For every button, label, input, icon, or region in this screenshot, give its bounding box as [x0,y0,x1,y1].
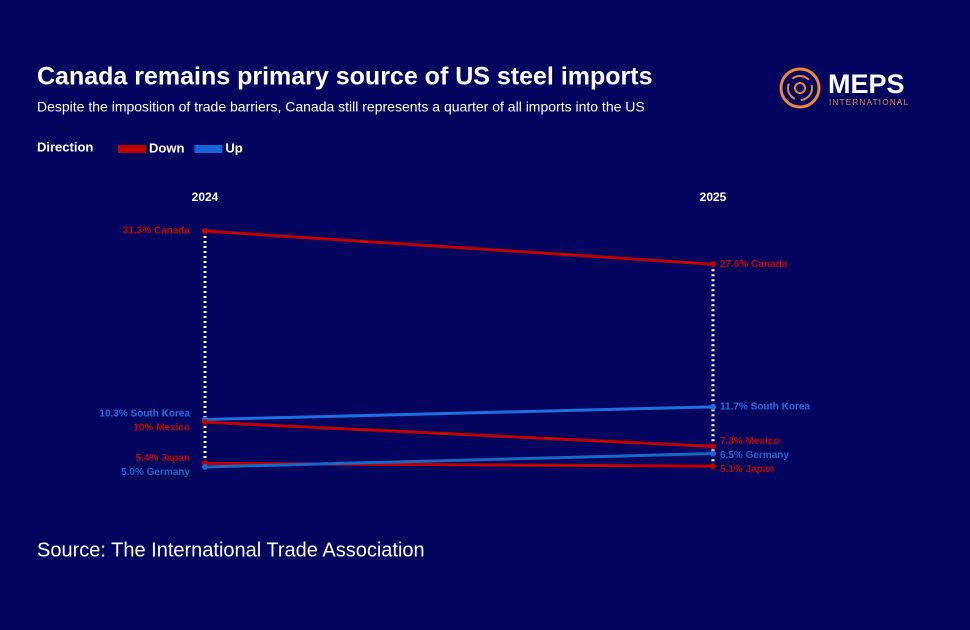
legend-swatch [118,145,146,153]
value-label: 7.3% Mexico [720,436,779,447]
legend-swatch [194,145,223,153]
value-label: 27.6% Canada [720,259,788,270]
value-label: 10% Mexico [133,422,190,433]
logo-ring [779,67,821,109]
source: Source: The International Trade Associat… [37,539,425,561]
slope-line [204,229,714,266]
logo-core [794,82,806,94]
value-label: 10.3% South Korea [99,408,190,419]
value-label: 5.1% Japan [720,464,774,475]
logo-ring-inner [787,75,813,101]
point [710,450,716,457]
point [710,443,716,450]
point [710,463,716,470]
value-label: 5.0% Germany [121,467,190,478]
legend-label: Down [149,140,184,155]
point [202,228,208,234]
point [710,261,716,268]
value-label: 5.4% Japan [136,453,190,464]
slope-line [204,405,714,421]
legend-label: Up [225,140,242,155]
legend-title: Direction [37,139,93,154]
logo: MEPS INTERNATIONAL [779,67,909,109]
chart-title: Canada remains primary source of US stee… [37,63,653,91]
logo-subtitle: INTERNATIONAL [829,98,909,107]
x-tick-label: 2025 [700,190,727,204]
value-label: 6.5% Germany [720,450,789,461]
point [202,419,208,426]
value-label: 31.3% Canada [123,226,191,237]
slope-line [204,452,714,469]
slope-line [204,420,714,448]
value-label: 11.7% South Korea [720,402,810,413]
point [202,464,208,470]
logo-name: MEPS [828,69,905,99]
legend: Direction Down Up [37,139,243,155]
plot: 2024 2025 31.3% Canada 10.3% South Korea 10%… [99,190,810,478]
x-tick-label: 2024 [192,190,219,204]
chart-subtitle: Despite the imposition of trade barriers… [37,99,645,115]
point [710,403,716,410]
